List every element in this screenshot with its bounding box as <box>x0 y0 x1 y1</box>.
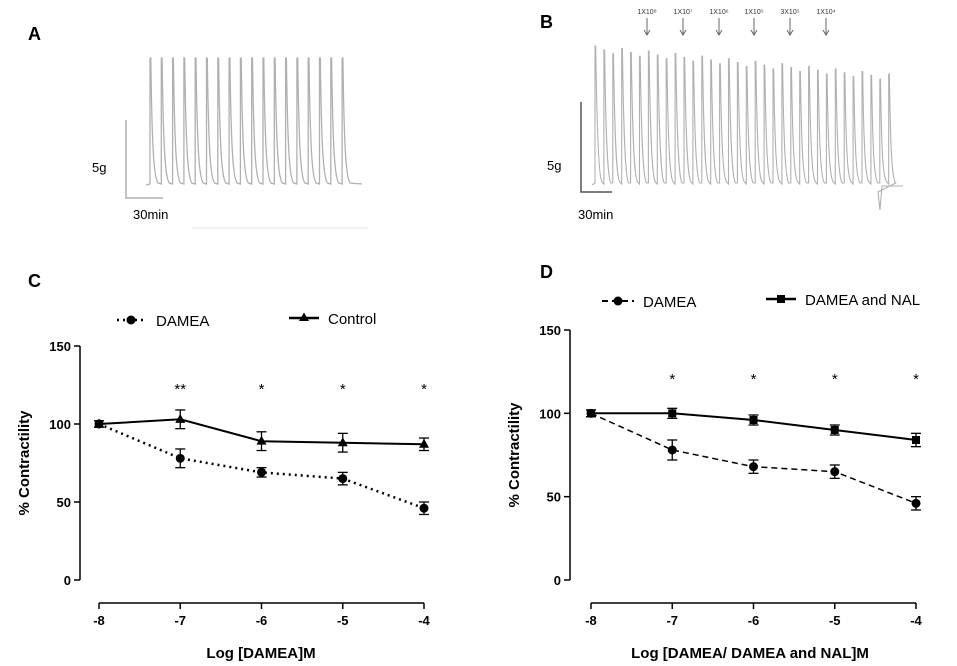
y-tick-label: 0 <box>64 573 71 588</box>
trace-b-scale-x-label: 30min <box>578 207 613 222</box>
panel-label-c: C <box>28 271 41 291</box>
chart-c-annotations: ** * * * <box>174 381 427 398</box>
data-point <box>175 413 186 423</box>
data-point <box>337 437 348 447</box>
significance-marker: * <box>340 381 346 398</box>
data-point <box>587 409 595 418</box>
chart-c-y-ticks: 0 50 100 150 <box>49 339 80 588</box>
trace-a-signal <box>145 57 363 186</box>
concentration-label: 1X10⁴ <box>816 9 835 16</box>
chart-c-series <box>94 409 429 516</box>
legend-c-damea-marker <box>126 315 136 325</box>
trace-a: 5g 30min <box>92 57 368 229</box>
data-point <box>257 467 266 477</box>
data-point <box>668 409 677 418</box>
trace-b-signal <box>591 45 903 211</box>
trace-b-scale-y-label: 5g <box>547 158 561 173</box>
trace-a-scale-x-label: 30min <box>133 207 168 222</box>
significance-marker: * <box>421 381 427 398</box>
chart-d-y-ticks: 0 50 100 150 <box>539 323 570 588</box>
x-tick-label: -5 <box>337 613 349 628</box>
chart-d-x-ticks: -8 -7 -6 -5 -4 <box>585 603 923 628</box>
significance-marker: * <box>669 371 675 388</box>
x-tick-label: -6 <box>256 613 268 628</box>
x-tick-label: -7 <box>666 613 678 628</box>
y-tick-label: 150 <box>539 323 561 338</box>
y-tick-label: 50 <box>57 495 71 510</box>
trace-a-scale-bar <box>125 120 163 199</box>
chart-d-y-label: % Contractility <box>506 402 523 508</box>
significance-marker: * <box>832 371 838 388</box>
data-point <box>419 503 429 513</box>
legend-c-control-marker <box>299 312 309 321</box>
x-tick-label: -4 <box>418 613 430 628</box>
series-line <box>590 412 917 504</box>
data-point <box>912 436 920 444</box>
data-point <box>667 445 677 455</box>
panel-label-b: B <box>540 12 553 32</box>
legend-d-damea-label: DAMEA <box>643 294 696 311</box>
legend-d-nal-label: DAMEA and NAL <box>805 292 920 309</box>
x-tick-label: -5 <box>829 613 841 628</box>
x-tick-label: -6 <box>748 613 760 628</box>
trace-b-markers: 1X10⁸ 1X10⁷ 1X10⁶ 1X10⁵ 3X10⁵ 1X10⁴ <box>637 9 836 36</box>
arrow-head <box>786 29 794 36</box>
data-point <box>749 462 758 472</box>
chart-c-x-label: Log [DAMEA]M <box>206 645 315 662</box>
y-tick-label: 0 <box>554 573 561 588</box>
data-point <box>175 453 185 463</box>
data-point <box>830 467 840 477</box>
chart-d: DAMEA DAMEA and NAL 0 50 100 150 -8 -7 -6 -5 -4… <box>506 292 923 662</box>
concentration-label: 1X10⁵ <box>744 9 763 16</box>
panel-label-d: D <box>540 262 553 282</box>
chart-d-x-label: Log [DAMEA/ DAMEA and NAL]M <box>631 645 869 662</box>
legend-c-damea-label: DAMEA <box>156 313 209 330</box>
data-point <box>338 474 348 484</box>
y-tick-label: 150 <box>49 339 71 354</box>
legend-d-damea-marker <box>613 296 623 306</box>
arrow-head <box>679 29 687 36</box>
trace-b-scale-bar <box>580 102 612 193</box>
data-point <box>94 418 104 428</box>
significance-marker: * <box>751 371 757 388</box>
data-point <box>830 426 839 434</box>
arrow-head <box>750 29 758 36</box>
data-point <box>419 438 429 448</box>
x-tick-label: -4 <box>910 613 922 628</box>
data-point <box>256 435 267 445</box>
trace-b: 5g 30min 1X10⁸ 1X10⁷ 1X10⁶ 1X10⁵ 3X10⁵ 1X10⁴ <box>547 9 903 222</box>
chart-c-x-ticks: -8 -7 -6 -5 -4 <box>93 603 431 628</box>
legend-c-control-label: Control <box>328 311 376 328</box>
arrow-head <box>643 29 651 36</box>
x-tick-label: -7 <box>174 613 186 628</box>
arrow-head <box>715 29 723 36</box>
y-tick-label: 50 <box>547 490 561 505</box>
x-tick-label: -8 <box>585 613 597 628</box>
significance-marker: * <box>259 381 265 398</box>
chart-d-annotations: * * * * <box>669 371 919 388</box>
concentration-label: 1X10⁷ <box>674 9 693 16</box>
arrow-head <box>822 29 830 36</box>
concentration-label: 1X10⁸ <box>637 9 656 16</box>
significance-marker: ** <box>174 381 186 398</box>
chart-c-y-label: % Contractility <box>16 410 33 516</box>
panel-label-a: A <box>28 24 41 44</box>
x-tick-label: -8 <box>93 613 105 628</box>
chart-d-legend: DAMEA DAMEA and NAL <box>602 292 920 311</box>
significance-marker: * <box>913 371 919 388</box>
y-tick-label: 100 <box>49 417 71 432</box>
data-point <box>911 498 921 508</box>
data-point <box>749 416 758 424</box>
chart-d-series <box>586 407 921 511</box>
chart-c-legend: DAMEA Control <box>117 311 376 330</box>
concentration-label: 3X10⁵ <box>780 9 799 16</box>
concentration-label: 1X10⁶ <box>709 9 728 16</box>
y-tick-label: 100 <box>539 406 561 421</box>
legend-d-nal-marker <box>777 295 785 303</box>
trace-a-scale-y-label: 5g <box>92 160 106 175</box>
